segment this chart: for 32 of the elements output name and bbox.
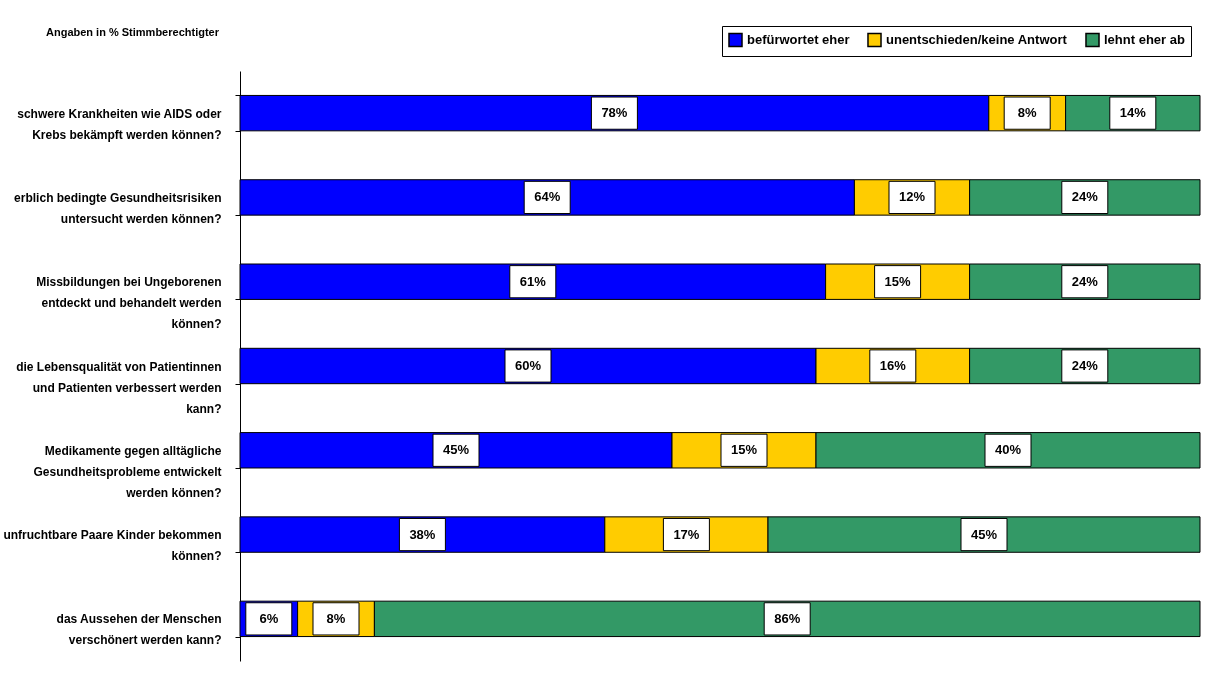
y-tick-label: das Aussehen der Menschen verschönert werden kann? bbox=[56, 612, 222, 648]
y-tick-label: unfruchtbare Paare Kinder bekommen können? bbox=[3, 528, 222, 564]
data-label: 45% bbox=[442, 442, 470, 458]
legend-label: befürwortet eher bbox=[747, 31, 850, 47]
data-label: 12% bbox=[898, 189, 926, 205]
y-tick-label: Medikamente gegen alltägliche Gesundheitsprobleme entwickelt werden können? bbox=[33, 443, 222, 500]
data-label: 24% bbox=[1071, 273, 1099, 289]
data-label: 16% bbox=[879, 358, 907, 373]
legend-label: lehnt eher ab bbox=[1104, 31, 1185, 47]
data-label: 40% bbox=[994, 442, 1022, 458]
data-label: 15% bbox=[884, 273, 912, 289]
data-label: 61% bbox=[519, 273, 547, 289]
data-label: 86% bbox=[774, 610, 801, 626]
text: Angaben in % Stimmberechtigter bbox=[46, 26, 219, 38]
data-label: 6% bbox=[259, 610, 279, 626]
data-label: 14% bbox=[1119, 105, 1147, 121]
data-label: 24% bbox=[1071, 189, 1099, 205]
y-tick-label: die Lebensqualität von Patientinnen und Patienten verbessert werden kann? bbox=[16, 359, 222, 416]
legend-label: unentschieden/keine Antwort bbox=[886, 31, 1068, 47]
y-tick-label: erblich bedingte Gesundheitsrisiken untersucht werden können? bbox=[14, 190, 222, 226]
data-label: 38% bbox=[409, 526, 436, 542]
data-label: 24% bbox=[1071, 358, 1099, 373]
data-label: 78% bbox=[601, 105, 628, 121]
data-label: 60% bbox=[514, 358, 542, 373]
data-label: 15% bbox=[730, 442, 758, 458]
y-tick-label: schwere Krankheiten wie AIDS oder Krebs bekämpft werden können? bbox=[17, 106, 222, 142]
y-tick-label: Missbildungen bei Ungeborenen entdeckt und behandelt werden können? bbox=[36, 275, 222, 332]
data-label: 45% bbox=[970, 526, 998, 542]
data-label: 8% bbox=[1017, 105, 1038, 121]
data-label: 8% bbox=[326, 610, 346, 626]
data-label: 17% bbox=[673, 526, 700, 542]
data-label: 64% bbox=[534, 189, 561, 205]
